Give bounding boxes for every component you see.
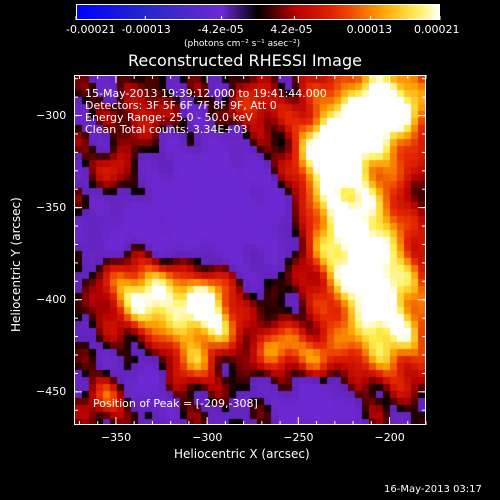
footer-timestamp: 16-May-2013 03:17: [384, 484, 482, 495]
x-tick-label: −250: [283, 431, 314, 444]
y-tick-label: −300: [36, 108, 67, 122]
annotation-energy: Energy Range: 25.0 - 50.0 keV: [85, 111, 253, 124]
chart-title: Reconstructed RHESSI Image: [128, 51, 362, 70]
plot-area: 15-May-2013 19:39:12.000 to 19:41:44.000…: [74, 75, 426, 425]
colorbar-tick-label: 4.2e-05: [270, 23, 313, 36]
x-tick-label: −300: [192, 431, 223, 444]
peak-position-label: Position of Peak = [-209,-308]: [93, 397, 258, 410]
annotation-time: 15-May-2013 19:39:12.000 to 19:41:44.000: [85, 87, 327, 100]
colorbar-tick-label: 0.00021: [414, 23, 460, 36]
y-axis-label: Heliocentric Y (arcsec): [9, 197, 23, 332]
colorbar-tick-label: 0.00013: [346, 23, 393, 36]
colorbar: [76, 4, 440, 20]
y-tick-label: −450: [36, 384, 67, 398]
colorbar-tick-label: -4.2e-05: [197, 23, 244, 36]
x-axis-label: Heliocentric X (arcsec): [174, 447, 310, 461]
colorbar-tick-label: -0.00021: [66, 23, 116, 36]
x-tick-label: −350: [100, 431, 132, 444]
heatmap-image: [75, 76, 425, 424]
annotation-clean: Clean Total counts: 3.34E+03: [85, 123, 248, 136]
colorbar-tick-label: -0.00013: [121, 23, 171, 36]
colorbar-units: (photons cm⁻² s⁻¹ asec⁻²): [184, 39, 301, 49]
y-tick-label: −400: [36, 292, 67, 306]
x-tick-label: −200: [374, 431, 405, 444]
annotation-detectors: Detectors: 3F 5F 6F 7F 8F 9F, Att 0: [85, 99, 277, 112]
y-tick-label: −350: [36, 200, 67, 214]
